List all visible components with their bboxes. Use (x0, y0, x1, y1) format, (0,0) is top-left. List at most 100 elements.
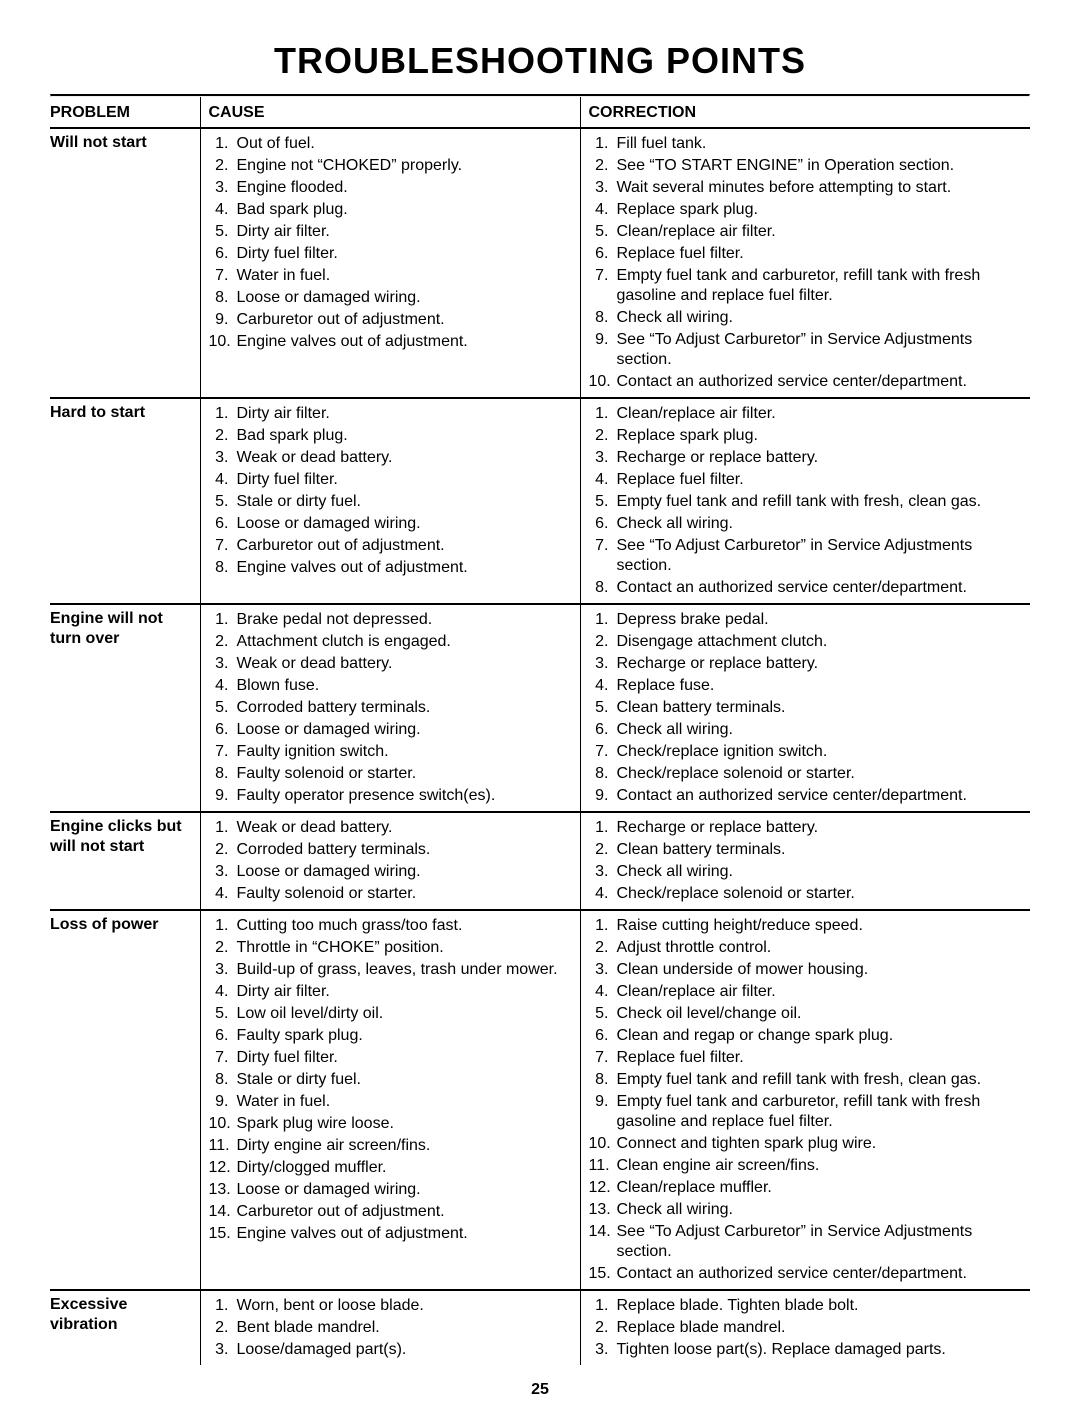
cause-list-item: 9.Faulty operator presence switch(es). (209, 785, 574, 807)
list-number: 1. (209, 404, 237, 424)
cause-cell: 1.Worn, bent or loose blade.2.Bent blade… (200, 1290, 580, 1365)
list-number: 2. (589, 938, 617, 958)
list-text: Brake pedal not depressed. (237, 610, 574, 630)
list-text: Faulty solenoid or starter. (237, 884, 574, 904)
list-text: See “To Adjust Carburetor” in Service Ad… (617, 1222, 1025, 1262)
correction-list-item: 4.Replace spark plug. (589, 199, 1025, 221)
list-text: Clean underside of mower housing. (617, 960, 1025, 980)
list-number: 1. (209, 134, 237, 154)
list-number: 4. (589, 982, 617, 1002)
correction-list-item: 3.Check all wiring. (589, 861, 1025, 883)
list-text: Clean/replace air filter. (617, 982, 1025, 1002)
correction-list-item: 7.Empty fuel tank and carburetor, refill… (589, 265, 1025, 307)
correction-list-item: 8.Check/replace solenoid or starter. (589, 763, 1025, 785)
list-number: 8. (209, 1070, 237, 1090)
cause-list: 1.Out of fuel.2.Engine not “CHOKED” prop… (209, 133, 574, 353)
cause-list: 1.Weak or dead battery.2.Corroded batter… (209, 817, 574, 905)
list-number: 12. (589, 1178, 617, 1198)
cause-cell: 1.Weak or dead battery.2.Corroded batter… (200, 812, 580, 910)
list-text: Dirty fuel filter. (237, 1048, 574, 1068)
correction-cell: 1.Depress brake pedal.2.Disengage attach… (580, 604, 1030, 812)
list-text: Loose or damaged wiring. (237, 862, 574, 882)
table-row: Hard to start1.Dirty air filter.2.Bad sp… (50, 398, 1030, 604)
cause-list-item: 13.Loose or damaged wiring. (209, 1179, 574, 1201)
cause-cell: 1.Dirty air filter.2.Bad spark plug.3.We… (200, 398, 580, 604)
correction-cell: 1.Raise cutting height/reduce speed.2.Ad… (580, 910, 1030, 1290)
list-text: Connect and tighten spark plug wire. (617, 1134, 1025, 1154)
list-text: Replace fuel filter. (617, 470, 1025, 490)
list-number: 15. (589, 1264, 617, 1284)
cause-list-item: 3.Loose or damaged wiring. (209, 861, 574, 883)
correction-cell: 1.Replace blade. Tighten blade bolt.2.Re… (580, 1290, 1030, 1365)
list-text: Adjust throttle control. (617, 938, 1025, 958)
correction-list-item: 13.Check all wiring. (589, 1199, 1025, 1221)
cause-list-item: 8.Faulty solenoid or starter. (209, 763, 574, 785)
problem-label: Excessive vibration (50, 1296, 127, 1333)
cause-list-item: 9.Water in fuel. (209, 1091, 574, 1113)
list-number: 3. (589, 654, 617, 674)
list-text: Replace spark plug. (617, 426, 1025, 446)
correction-list-item: 14.See “To Adjust Carburetor” in Service… (589, 1221, 1025, 1263)
list-number: 1. (589, 134, 617, 154)
list-number: 5. (209, 1004, 237, 1024)
list-text: Engine valves out of adjustment. (237, 332, 574, 352)
list-text: Check all wiring. (617, 1200, 1025, 1220)
list-number: 4. (589, 200, 617, 220)
list-text: Contact an authorized service center/dep… (617, 786, 1025, 806)
list-number: 6. (589, 720, 617, 740)
cause-list-item: 4.Dirty air filter. (209, 981, 574, 1003)
list-text: Engine valves out of adjustment. (237, 1224, 574, 1244)
cause-list-item: 12.Dirty/clogged muffler. (209, 1157, 574, 1179)
list-number: 3. (209, 862, 237, 882)
list-text: Carburetor out of adjustment. (237, 1202, 574, 1222)
correction-cell: 1.Clean/replace air filter.2.Replace spa… (580, 398, 1030, 604)
list-number: 4. (589, 470, 617, 490)
list-number: 11. (209, 1136, 237, 1156)
list-number: 9. (209, 1092, 237, 1112)
list-number: 2. (209, 840, 237, 860)
correction-list-item: 4.Check/replace solenoid or starter. (589, 883, 1025, 905)
correction-list-item: 6.Replace fuel filter. (589, 243, 1025, 265)
correction-list-item: 4.Replace fuse. (589, 675, 1025, 697)
cause-list: 1.Brake pedal not depressed.2.Attachment… (209, 609, 574, 807)
list-number: 2. (209, 938, 237, 958)
list-number: 6. (209, 244, 237, 264)
list-text: See “TO START ENGINE” in Operation secti… (617, 156, 1025, 176)
correction-list-item: 8.Contact an authorized service center/d… (589, 577, 1025, 599)
list-text: Fill fuel tank. (617, 134, 1025, 154)
list-number: 12. (209, 1158, 237, 1178)
list-number: 7. (589, 536, 617, 576)
list-text: Engine not “CHOKED” properly. (237, 156, 574, 176)
cause-list: 1.Dirty air filter.2.Bad spark plug.3.We… (209, 403, 574, 579)
correction-list-item: 3.Recharge or replace battery. (589, 447, 1025, 469)
list-number: 3. (589, 862, 617, 882)
list-text: Out of fuel. (237, 134, 574, 154)
list-number: 2. (209, 632, 237, 652)
list-number: 7. (209, 536, 237, 556)
list-text: Carburetor out of adjustment. (237, 536, 574, 556)
list-number: 4. (589, 676, 617, 696)
cause-list-item: 5.Low oil level/dirty oil. (209, 1003, 574, 1025)
correction-list: 1.Depress brake pedal.2.Disengage attach… (589, 609, 1025, 807)
correction-list-item: 2.Disengage attachment clutch. (589, 631, 1025, 653)
correction-list-item: 1.Fill fuel tank. (589, 133, 1025, 155)
cause-list-item: 1.Cutting too much grass/too fast. (209, 915, 574, 937)
list-number: 10. (589, 372, 617, 392)
list-number: 10. (589, 1134, 617, 1154)
correction-list-item: 6.Check all wiring. (589, 513, 1025, 535)
problem-cell: Will not start (50, 128, 200, 398)
list-number: 3. (589, 960, 617, 980)
list-number: 9. (589, 330, 617, 370)
list-text: Empty fuel tank and refill tank with fre… (617, 1070, 1025, 1090)
list-text: Dirty air filter. (237, 222, 574, 242)
correction-list: 1.Replace blade. Tighten blade bolt.2.Re… (589, 1295, 1025, 1361)
cause-list-item: 1.Brake pedal not depressed. (209, 609, 574, 631)
cause-list-item: 2.Attachment clutch is engaged. (209, 631, 574, 653)
list-number: 2. (589, 426, 617, 446)
correction-list-item: 1.Replace blade. Tighten blade bolt. (589, 1295, 1025, 1317)
list-number: 3. (589, 178, 617, 198)
table-body: Will not start1.Out of fuel.2.Engine not… (50, 128, 1030, 1365)
list-number: 5. (209, 222, 237, 242)
cause-list-item: 4.Blown fuse. (209, 675, 574, 697)
problem-cell: Engine will not turn over (50, 604, 200, 812)
